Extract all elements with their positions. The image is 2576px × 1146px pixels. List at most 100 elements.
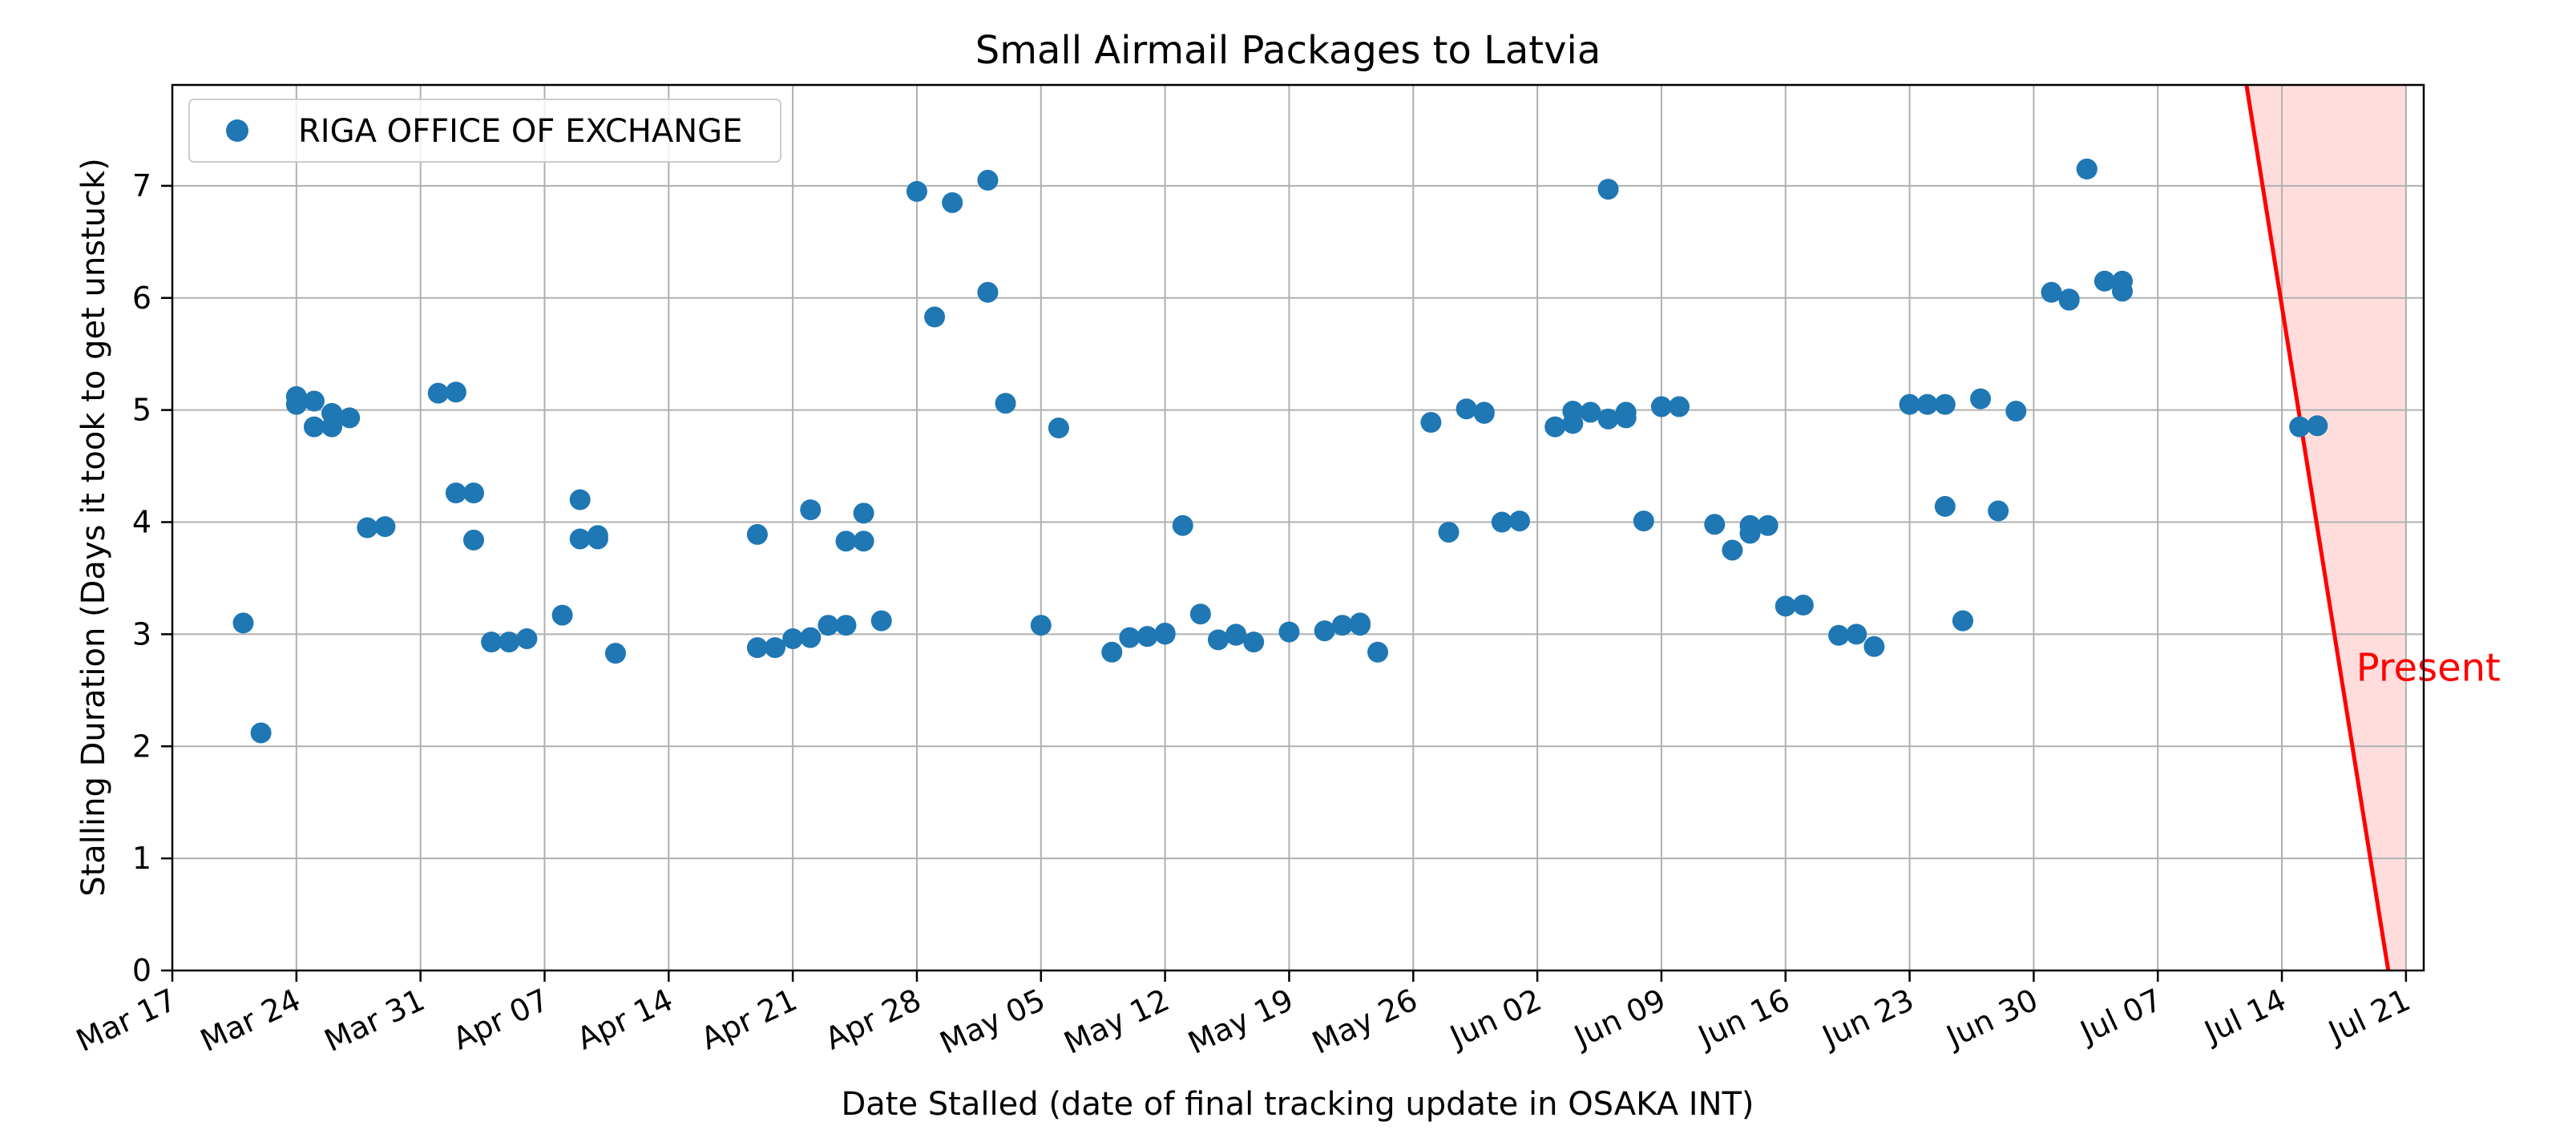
data-point [870,610,892,632]
data-point [481,632,503,653]
legend-entry-label: RIGA OFFICE OF EXCHANGE [298,113,742,150]
data-point [1456,398,1477,420]
data-point [1349,612,1371,634]
data-point [906,180,927,202]
data-point [1438,522,1460,543]
data-point [853,502,874,524]
data-point [1846,623,1867,645]
x-axis-ticks: Mar 17 Mar 24 Mar 31 Apr 07 Apr 14 Apr 21 Apr … [71,970,2416,1061]
data-point [1189,603,1211,625]
data-point [1491,511,1512,533]
data-point [1934,393,1956,415]
data-point [1650,396,1672,418]
plot-frame [171,83,2425,972]
data-point [1580,402,1601,423]
data-point [285,385,307,407]
data-point [1597,179,1619,200]
x-tick-label: Mar 24 [195,982,305,1059]
data-point [551,604,573,626]
data-point [303,390,325,412]
x-tick-label: Apr 21 [696,982,802,1056]
data-point [499,632,520,653]
data-point [2076,158,2098,180]
data-point [835,531,857,552]
data-point [1775,595,1796,617]
data-point [1225,624,1247,646]
data-point [1934,495,1956,517]
data-point [1030,615,1052,636]
data-point [445,381,466,403]
data-point [1633,510,1654,532]
y-tick-label: 7 [132,168,151,204]
x-tick-label: May 19 [1183,982,1299,1061]
data-point [445,482,466,504]
x-tick-label: Jun 02 [1443,982,1547,1055]
data-point [463,529,485,551]
x-tick-label: Mar 31 [319,982,430,1059]
x-tick-label: Jun 09 [1568,982,1671,1055]
data-point [2005,401,2027,422]
data-point [303,416,325,438]
data-point [1473,402,1495,424]
data-point [800,627,822,648]
present-shade [2246,85,2406,970]
data-point [765,637,786,659]
x-tick-label: Apr 07 [447,982,554,1056]
data-point [1101,641,1123,663]
y-tick-label: 6 [132,280,151,316]
y-axis-ticks: 0 1 2 3 4 5 6 7 [132,168,172,988]
data-point [924,306,946,328]
data-point [995,393,1016,414]
data-point [1899,393,1920,415]
grid [172,85,2424,971]
data-point [977,281,999,303]
data-point [1739,514,1761,536]
data-point [1119,627,1141,648]
data-point [1137,626,1158,648]
data-point [427,382,449,404]
x-tick-label: May 05 [935,982,1051,1061]
x-tick-label: Jul 21 [2322,982,2416,1051]
x-tick-label: Apr 14 [571,982,678,1056]
legend: RIGA OFFICE OF EXCHANGE [188,99,781,163]
legend-box [188,99,781,163]
data-point [1314,620,1335,642]
data-point [339,407,361,429]
data-point [604,643,626,664]
data-point [1562,401,1584,422]
x-tick-label: Jun 23 [1815,982,1919,1055]
data-point [1916,393,1938,415]
data-point [1704,514,1726,535]
data-point [835,615,857,636]
data-point [1952,610,1973,632]
data-point [1669,396,1690,418]
data-point [463,482,485,504]
data-point [1207,629,1229,651]
data-point [1367,641,1389,663]
data-point [746,523,768,545]
present-label: Present [2356,645,2501,690]
x-axis-label: Date Stalled (date of final tracking upd… [841,1086,1754,1123]
x-tick-label: Jul 07 [2073,982,2167,1051]
data-point [1597,408,1619,430]
y-axis-label: Stalling Duration (Days it took to get u… [75,158,112,897]
data-points [232,158,2328,744]
data-point [2307,415,2328,437]
data-point [1792,595,1814,616]
data-point [800,499,822,521]
data-point [2111,280,2133,302]
data-point [942,192,963,213]
data-point [977,169,999,191]
x-tick-label: Jun 16 [1692,982,1795,1055]
data-point [1243,632,1265,653]
present-annotation: Present [2356,645,2501,690]
data-point [1828,624,1850,646]
data-point [1722,539,1743,561]
data-point [516,627,538,649]
x-tick-label: Apr 28 [820,982,927,1056]
present-shaded-region [2246,85,2407,970]
legend-marker [226,119,248,142]
data-point [2094,270,2115,292]
data-point [746,637,768,659]
